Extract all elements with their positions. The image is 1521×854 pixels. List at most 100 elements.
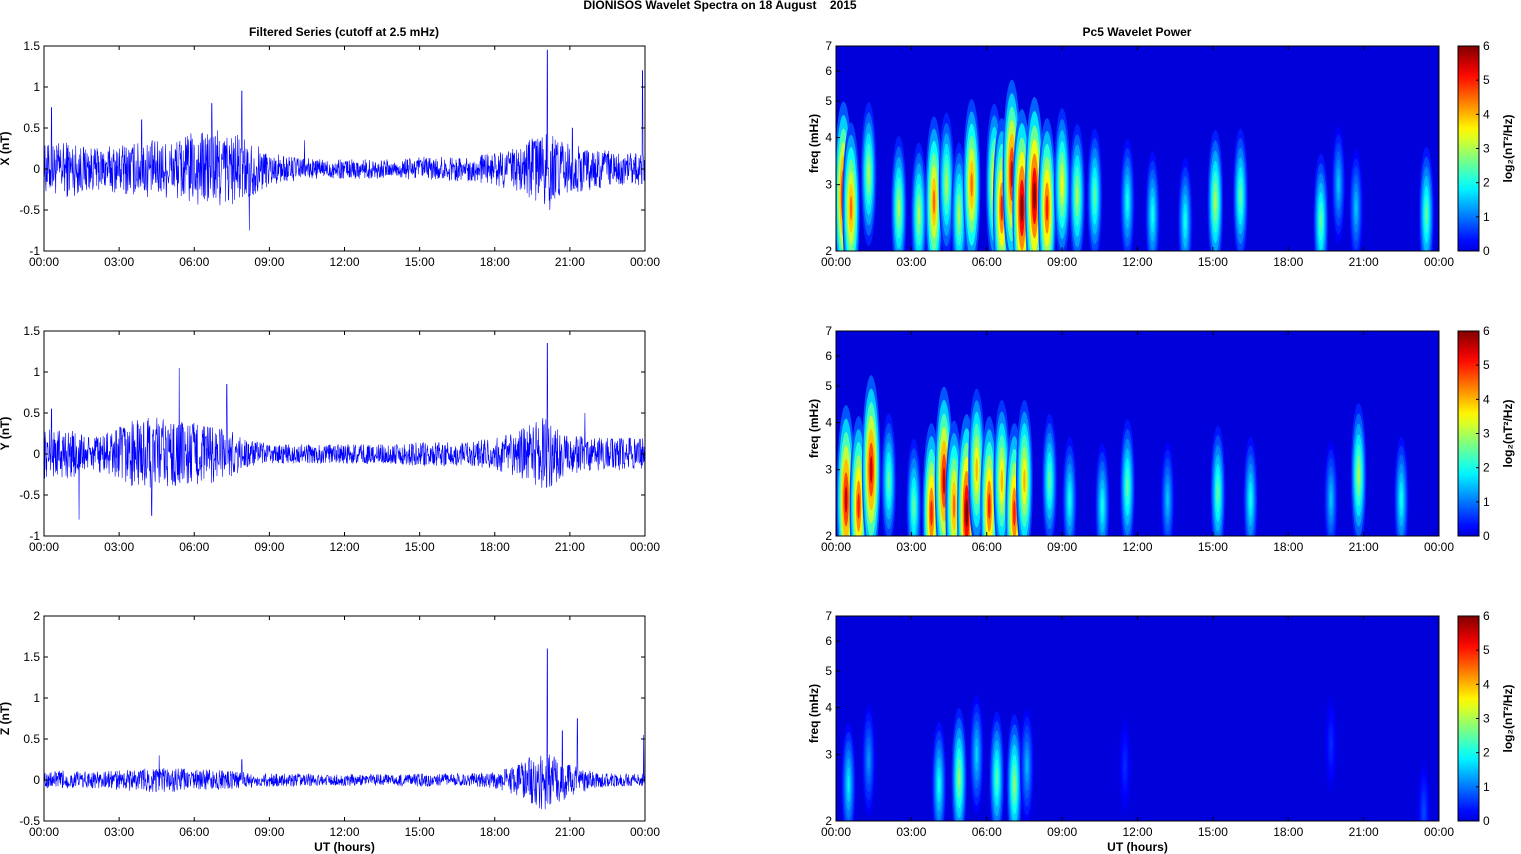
power-contour xyxy=(1151,205,1154,224)
wavelet-power-map xyxy=(836,46,1439,251)
colorbar-tick-label: 4 xyxy=(1483,107,1490,121)
power-contour xyxy=(917,204,921,225)
y-tick-label: 0.5 xyxy=(23,121,40,135)
colorbar-tick-label: 6 xyxy=(1483,39,1490,53)
y-tick-label: 2 xyxy=(825,814,832,828)
power-contour xyxy=(938,775,941,794)
y-tick-label: 0 xyxy=(33,162,40,176)
power-contour xyxy=(995,768,998,788)
x-tick-label: 03:00 xyxy=(104,825,134,839)
x-tick-label: 00:00 xyxy=(630,255,660,269)
y-tick-label: -1 xyxy=(29,244,40,258)
x-tick-label: 18:00 xyxy=(480,825,510,839)
x-tick-label: 15:00 xyxy=(405,825,435,839)
x-tick-label: 03:00 xyxy=(896,825,926,839)
power-contour xyxy=(1355,199,1358,217)
x-tick-label: 00:00 xyxy=(630,540,660,554)
colorbar xyxy=(1457,45,1480,252)
x-tick-label: 09:00 xyxy=(254,255,284,269)
power-contour xyxy=(1010,160,1014,188)
power-contour xyxy=(1023,469,1026,493)
power-contour xyxy=(1425,204,1428,225)
y-tick-label: 5 xyxy=(825,664,832,678)
x-tick-label: 21:00 xyxy=(1349,255,1379,269)
power-contour xyxy=(1048,471,1051,491)
x-tick-label: 00:00 xyxy=(630,825,660,839)
colorbar-tick-label: 2 xyxy=(1483,176,1490,190)
filtered-series-line xyxy=(44,342,645,520)
colorbar-tick-label: 1 xyxy=(1483,780,1490,794)
x-tick-label: 21:00 xyxy=(1349,540,1379,554)
y-tick-label: 0.5 xyxy=(23,406,40,420)
y-tick-label: 4 xyxy=(825,131,832,145)
y-tick-label: 6 xyxy=(825,64,832,78)
x-tick-label: 18:00 xyxy=(480,540,510,554)
figure-title: DIONISOS Wavelet Spectra on 18 August 20… xyxy=(583,0,857,12)
plot-frame xyxy=(43,615,646,822)
power-contour xyxy=(1093,186,1096,206)
x-tick-label: 00:00 xyxy=(821,255,851,269)
power-contour xyxy=(1329,491,1332,508)
colorbar-tick-label: 6 xyxy=(1483,609,1490,623)
x-tick-label: 06:00 xyxy=(972,255,1002,269)
x-tick-label: 00:00 xyxy=(29,540,59,554)
plot-frame xyxy=(43,330,646,537)
x-tick-label: 21:00 xyxy=(1349,825,1379,839)
power-contour xyxy=(1239,186,1242,206)
colorbar-tick-label: 1 xyxy=(1483,495,1490,509)
power-contour xyxy=(945,174,948,195)
x-tick-label: 12:00 xyxy=(1122,540,1152,554)
x-tick-label: 00:00 xyxy=(29,825,59,839)
power-contour xyxy=(1101,497,1104,516)
power-contour xyxy=(958,204,961,225)
colorbar-tick-label: 5 xyxy=(1483,358,1490,372)
y-axis-label: Y (nT) xyxy=(0,417,12,451)
power-contour xyxy=(887,471,890,491)
power-contour xyxy=(1013,774,1016,795)
x-tick-label: 00:00 xyxy=(29,255,59,269)
colorbar-tick-label: 2 xyxy=(1483,746,1490,760)
power-contour xyxy=(1068,490,1071,509)
x-tick-label: 21:00 xyxy=(555,825,585,839)
x-tick-label: 18:00 xyxy=(1273,540,1303,554)
y-tick-label: -0.5 xyxy=(19,203,40,217)
left-column-title: Filtered Series (cutoff at 2.5 mHz) xyxy=(249,25,439,39)
x-tick-label: 00:00 xyxy=(1424,825,1454,839)
power-contour xyxy=(1000,195,1004,221)
x-tick-label: 15:00 xyxy=(405,540,435,554)
y-tick-label: 6 xyxy=(825,634,832,648)
colorbar-tick-label: 3 xyxy=(1483,427,1490,441)
colorbar-tick-label: 3 xyxy=(1483,142,1490,156)
x-tick-label: 06:00 xyxy=(972,825,1002,839)
colorbar-tick-label: 0 xyxy=(1483,244,1490,258)
power-contour xyxy=(1045,195,1049,221)
x-tick-label: 15:00 xyxy=(1198,540,1228,554)
power-contour xyxy=(1000,469,1004,493)
background-power xyxy=(836,616,1439,821)
x-tick-label: 06:00 xyxy=(179,255,209,269)
power-contour xyxy=(1330,736,1332,752)
power-contour xyxy=(1033,181,1036,211)
right-column-title: Pc5 Wavelet Power xyxy=(1083,25,1192,39)
wavelet-power-map xyxy=(836,331,1439,536)
colorbar-tick-label: 6 xyxy=(1483,324,1490,338)
x-tick-label: 12:00 xyxy=(329,540,359,554)
x-tick-label: 15:00 xyxy=(1198,825,1228,839)
power-contour xyxy=(1124,758,1126,774)
x-tick-label: 09:00 xyxy=(1047,255,1077,269)
x-tick-label: 18:00 xyxy=(1273,255,1303,269)
power-contour xyxy=(1076,185,1079,207)
y-tick-label: 2 xyxy=(825,529,832,543)
colorbar-tick-label: 5 xyxy=(1483,643,1490,657)
y-tick-label: 0.5 xyxy=(23,732,40,746)
power-contour xyxy=(958,768,961,789)
power-contour xyxy=(844,485,848,513)
power-contour xyxy=(849,195,853,221)
power-contour xyxy=(1060,173,1064,196)
x-tick-label: 00:00 xyxy=(1424,540,1454,554)
power-contour xyxy=(952,493,956,519)
colorbar-tick-label: 0 xyxy=(1483,814,1490,828)
colorbar-tick-label: 3 xyxy=(1483,712,1490,726)
x-tick-label: 06:00 xyxy=(179,540,209,554)
